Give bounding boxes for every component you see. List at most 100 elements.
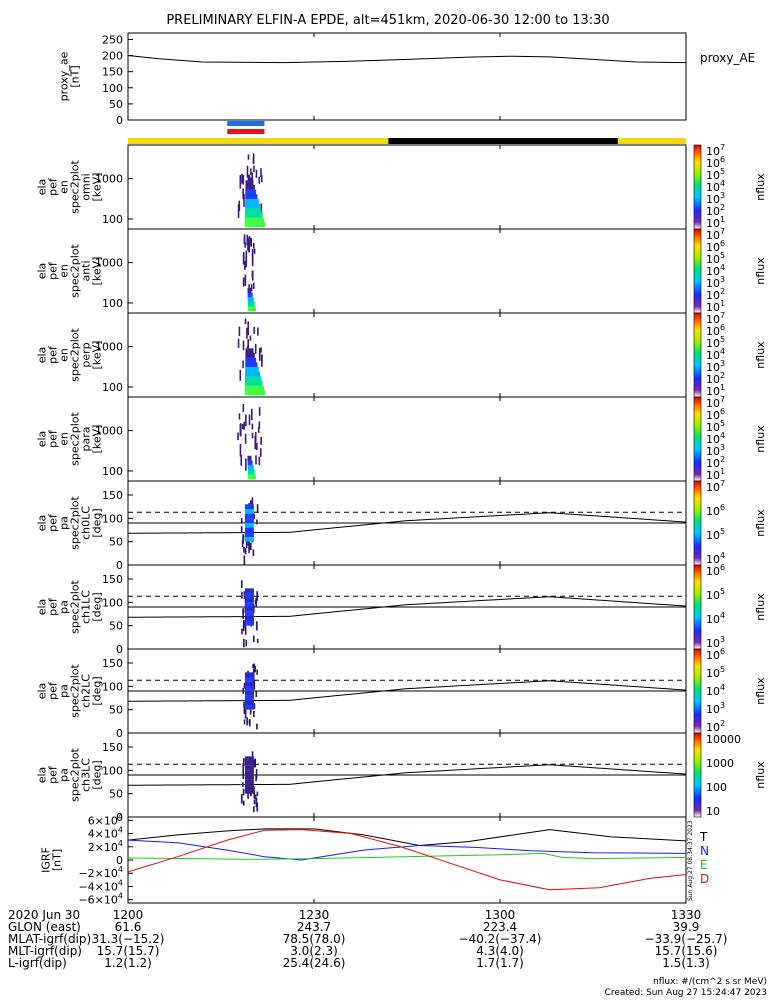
spec-para-pixel <box>254 432 257 442</box>
igrf-line-N <box>127 839 687 861</box>
spec-perp-ylabel-line: spec2plot <box>69 328 82 382</box>
plot-title: PRELIMINARY ELFIN-A EPDE, alt=451km, 202… <box>166 13 609 28</box>
pa-ch1LC-core-pixel <box>244 607 254 612</box>
spec-omni-pixel <box>260 168 262 178</box>
spec-perp-colorbar-tick: 106 <box>706 323 725 338</box>
igrf-ytick-label: 2×104 <box>88 839 123 854</box>
ephem-value: 25.4(24.6) <box>283 956 346 970</box>
spec-perp-pixel <box>254 343 257 354</box>
igrf-frame <box>127 816 687 904</box>
igrf-legend-D: D <box>700 872 709 886</box>
pa-ch1LC-ylabel-line: spec2plot <box>69 580 82 634</box>
spec-anti-core-pixel <box>247 287 252 293</box>
pa-ch0LC-ytick-label: 0 <box>116 559 123 572</box>
pa-ch1LC-core-pixel <box>244 597 254 603</box>
pa-ch0LC-pixel <box>253 513 255 519</box>
pa-ch2LC-core-pixel <box>244 691 254 696</box>
spec-perp-colorbar-tick: 105 <box>706 335 725 350</box>
spec-omni-pixel <box>258 176 261 184</box>
pa-ch2LC-pixel <box>255 691 258 697</box>
spec-para-pixel <box>243 421 245 430</box>
pa-ch1LC-pixel <box>243 638 245 648</box>
pa-ch2LC-colorbar-tick: 106 <box>706 647 725 662</box>
pa-ch0LC-ylabel-line: pa <box>58 516 71 530</box>
spec-perp-core-pixel <box>245 352 255 358</box>
pa-ch3LC-colorbar-tick: 1000 <box>706 757 734 770</box>
spec-perp-pixel <box>259 352 261 361</box>
spec-para-core-pixel <box>247 465 254 471</box>
spec-anti-ytick-label: 1000 <box>95 257 123 270</box>
pa-ch2LC-ytick-label: 0 <box>116 727 123 740</box>
spec-perp-ylabel-line: [keV] <box>91 341 104 370</box>
spec-anti-pixel <box>248 240 251 253</box>
spec-para-ylabel-line: pef <box>47 429 60 448</box>
pa-ch1LC-pixel <box>241 628 243 635</box>
pa-ch1LC-core-pixel <box>244 611 254 617</box>
ephem-value: −40.2(−37.4) <box>459 932 542 946</box>
spec-omni-pixel <box>242 192 244 199</box>
spec-omni-pixel <box>251 172 254 185</box>
spec-anti-colorbar-tick: 101 <box>706 299 725 314</box>
spec-perp-ylabel-line: ela <box>36 347 49 364</box>
igrf-line-E <box>127 852 687 860</box>
ephem-value: 3.0(2.3) <box>290 944 338 958</box>
pa-ch1LC-pixel <box>256 591 258 601</box>
pa-ch2LC-ytick-label: 150 <box>102 657 123 670</box>
pa-ch2LC-ylabel-line: pa <box>58 684 71 698</box>
spec-omni-pixel <box>253 165 255 173</box>
pa-ch3LC-colorbar-tick: 10000 <box>706 733 741 746</box>
spec-anti-frame <box>127 228 687 314</box>
spec-anti-ylabel-line: anti <box>80 260 93 281</box>
pa-ch1LC-core-pixel <box>244 593 254 598</box>
igrf-ylabel-line: [nT] <box>51 849 64 871</box>
pa-ch2LC-core-pixel <box>244 677 254 682</box>
spec-para-pixel <box>256 442 258 451</box>
pa-ch3LC-pixel <box>256 791 259 796</box>
igrf-line-T <box>127 828 687 846</box>
spec-anti-pixel <box>250 238 253 247</box>
pa-ch1LC-ylabel-line: pef <box>47 597 60 616</box>
pa-ch0LC-core-pixel <box>244 509 254 514</box>
spec-omni-pixel <box>247 174 250 183</box>
pa-ch2LC-colorbar-tick: 104 <box>706 683 725 698</box>
spec-perp-pixel <box>244 318 247 325</box>
pa-ch2LC-pixel <box>253 680 256 690</box>
pa-ch3LC-ylabel-line: [deg] <box>91 760 104 789</box>
pa-ch3LC-colorbar-tick: 100 <box>706 781 727 794</box>
spec-para-ylabel-line: [keV] <box>91 425 104 454</box>
spec-perp-ylabel-line: perp <box>80 342 93 367</box>
pa-ch0LC-colorbar-tick: 105 <box>706 527 725 542</box>
pa-ch3LC-pixel <box>255 769 258 779</box>
pa-ch2LC-colorbar-tick: 103 <box>706 701 725 716</box>
pa-ch1LC-ylabel-line: ch1LC <box>80 590 93 624</box>
ephem-value: 1.2(1.2) <box>104 956 152 970</box>
spec-omni-ylabel-line: spec2plot <box>69 160 82 214</box>
ephem-value: 1.5(1.3) <box>662 956 710 970</box>
pa-ch3LC-pixel <box>255 797 258 803</box>
spec-para-ylabel-line: en <box>58 432 71 446</box>
ephem-value: 1.7(1.7) <box>476 956 524 970</box>
pa-ch1LC-pixel <box>240 580 243 589</box>
spec-anti-colorbar-label: nflux <box>754 257 767 285</box>
spec-anti-ylabel-line: [keV] <box>91 257 104 286</box>
spec-omni-pixel <box>242 175 245 185</box>
pa-ch3LC-pixel <box>252 806 255 813</box>
spec-para-ylabel-line: ela <box>36 431 49 448</box>
pa-ch3LC-pixel <box>241 782 244 787</box>
spec-anti-pixel <box>251 270 254 278</box>
ephem-value: −33.9(−25.7) <box>645 932 728 946</box>
x-tick-label: 1230 <box>299 908 330 922</box>
pa-ch2LC-colorbar <box>693 648 702 734</box>
pa-ch0LC-pixel <box>251 497 254 507</box>
spec-omni-pixel <box>243 194 245 207</box>
spec-omni-colorbar-tick: 101 <box>706 215 725 230</box>
spec-perp-core-pixel <box>244 390 266 396</box>
ephem-row-label: MLAT-igrf(dip) <box>8 932 91 946</box>
pa-ch2LC-pixel <box>243 701 245 708</box>
spec-perp-core-pixel <box>245 362 258 368</box>
shadow-bar <box>388 138 618 144</box>
spec-omni-core-pixel <box>244 222 266 228</box>
pa-ch2LC-colorbar-label: nflux <box>754 677 767 705</box>
pa-ch2LC-ylabel-line: pef <box>47 681 60 700</box>
spec-anti-pixel <box>243 237 246 244</box>
